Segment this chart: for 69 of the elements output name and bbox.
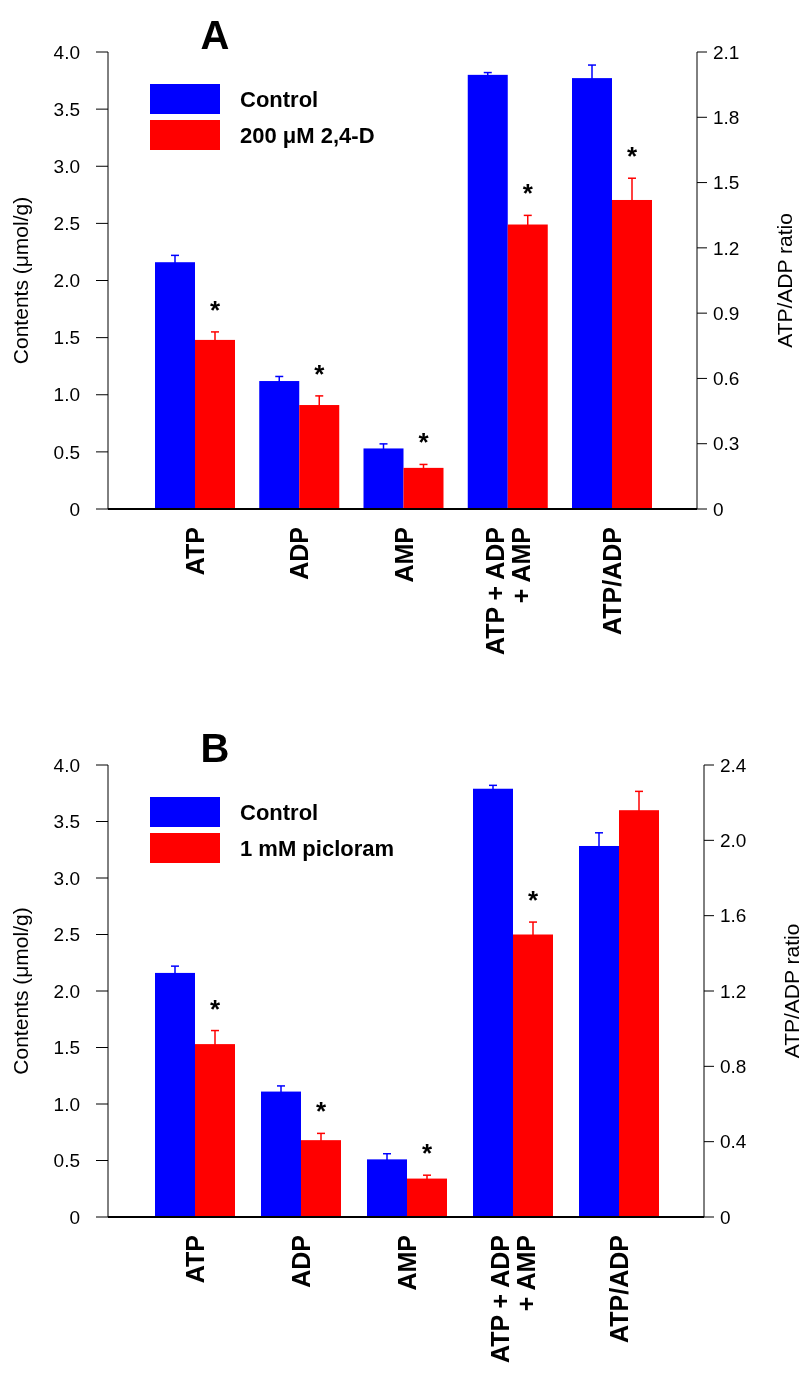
y-tick-label: 1.5 xyxy=(53,1037,80,1059)
y-tick-label: 3.5 xyxy=(53,811,80,833)
y2-tick-label: 0 xyxy=(720,1206,731,1228)
y-tick-label: 0 xyxy=(69,1206,80,1228)
y-tick-label: 2.5 xyxy=(53,213,80,235)
y-tick-label: 3.0 xyxy=(53,867,80,889)
bar xyxy=(261,1091,301,1217)
y2-tick-label: 2.0 xyxy=(720,829,747,851)
y2-tick-label: 1.8 xyxy=(713,106,740,128)
y2-tick-label: 0.8 xyxy=(720,1055,747,1077)
annotation: * xyxy=(314,358,326,389)
annotation: * xyxy=(418,427,430,458)
y-tick-label: 3.5 xyxy=(53,98,80,120)
y-tick-label: 2.0 xyxy=(53,270,80,292)
annotation: * xyxy=(315,1096,327,1127)
y2-tick-label: 2.4 xyxy=(720,754,747,776)
annotation: * xyxy=(421,1138,433,1169)
y-tick-label: 3.0 xyxy=(53,155,80,177)
x-tick-label: ATP + ADP + AMP xyxy=(480,527,535,656)
y2-tick-label: 1.2 xyxy=(713,237,740,259)
annotation: * xyxy=(209,294,221,325)
y2-tick-label: 0 xyxy=(713,498,724,520)
x-tick-label: ATP + ADP + AMP xyxy=(486,1235,540,1364)
y-tick-label: 2.5 xyxy=(53,924,80,946)
y2-tick-label: 1.2 xyxy=(720,980,747,1002)
annotation: * xyxy=(209,993,221,1024)
chart-title: B xyxy=(200,726,230,770)
x-tick-label: ATP xyxy=(181,1235,209,1284)
y2-tick-label: 0.4 xyxy=(720,1131,747,1153)
y-tick-label: 1.0 xyxy=(53,1093,80,1115)
legend-label: Control xyxy=(240,799,319,825)
x-tick-label: AMP xyxy=(393,1235,421,1291)
legend-label: 1 mM picloram xyxy=(240,835,395,861)
annotation: * xyxy=(527,885,539,916)
bar xyxy=(473,788,513,1217)
annotation: * xyxy=(522,178,534,209)
x-tick-label: ATP/ADP xyxy=(605,1235,633,1343)
y2-tick-label: 1.5 xyxy=(713,172,740,194)
x-tick-label: ADP xyxy=(287,1235,315,1288)
y-tick-label: 4.0 xyxy=(53,754,80,776)
y2-tick-label: 0.9 xyxy=(713,302,740,324)
bar xyxy=(363,448,404,509)
annotation: * xyxy=(626,140,638,171)
bar xyxy=(259,381,300,509)
chart-title: A xyxy=(200,13,230,57)
y2-tick-label: 2.1 xyxy=(713,41,740,63)
bar xyxy=(467,74,508,509)
y-axis-title: Contents (μmol/g) xyxy=(9,907,32,1075)
y2-tick-label: 0.6 xyxy=(713,368,740,390)
x-tick-label: ATP xyxy=(181,527,209,576)
y2-axis-title: ATP/ADP ratio xyxy=(773,213,796,348)
x-tick-label: ATP/ADP xyxy=(598,527,626,635)
y-tick-label: 1.0 xyxy=(53,384,80,406)
y-axis-title: Contents (μmol/g) xyxy=(9,196,32,365)
y2-tick-label: 1.6 xyxy=(720,905,747,927)
y-tick-label: 1.5 xyxy=(53,327,80,349)
x-tick-label: AMP xyxy=(389,527,418,583)
y2-axis-title: ATP/ADP ratio xyxy=(780,923,803,1059)
y-tick-label: 2.0 xyxy=(53,980,80,1002)
legend-label: 200 μM 2,4-D xyxy=(240,122,375,148)
y-tick-label: 0.5 xyxy=(53,441,80,463)
y-tick-label: 0 xyxy=(69,498,80,520)
x-tick-label: ADP xyxy=(285,527,314,580)
y-tick-label: 4.0 xyxy=(53,41,80,63)
legend-label: Control xyxy=(240,86,319,112)
y-tick-label: 0.5 xyxy=(53,1150,80,1172)
y2-tick-label: 0.3 xyxy=(713,433,740,455)
bar xyxy=(403,467,444,509)
bar xyxy=(407,1178,447,1217)
